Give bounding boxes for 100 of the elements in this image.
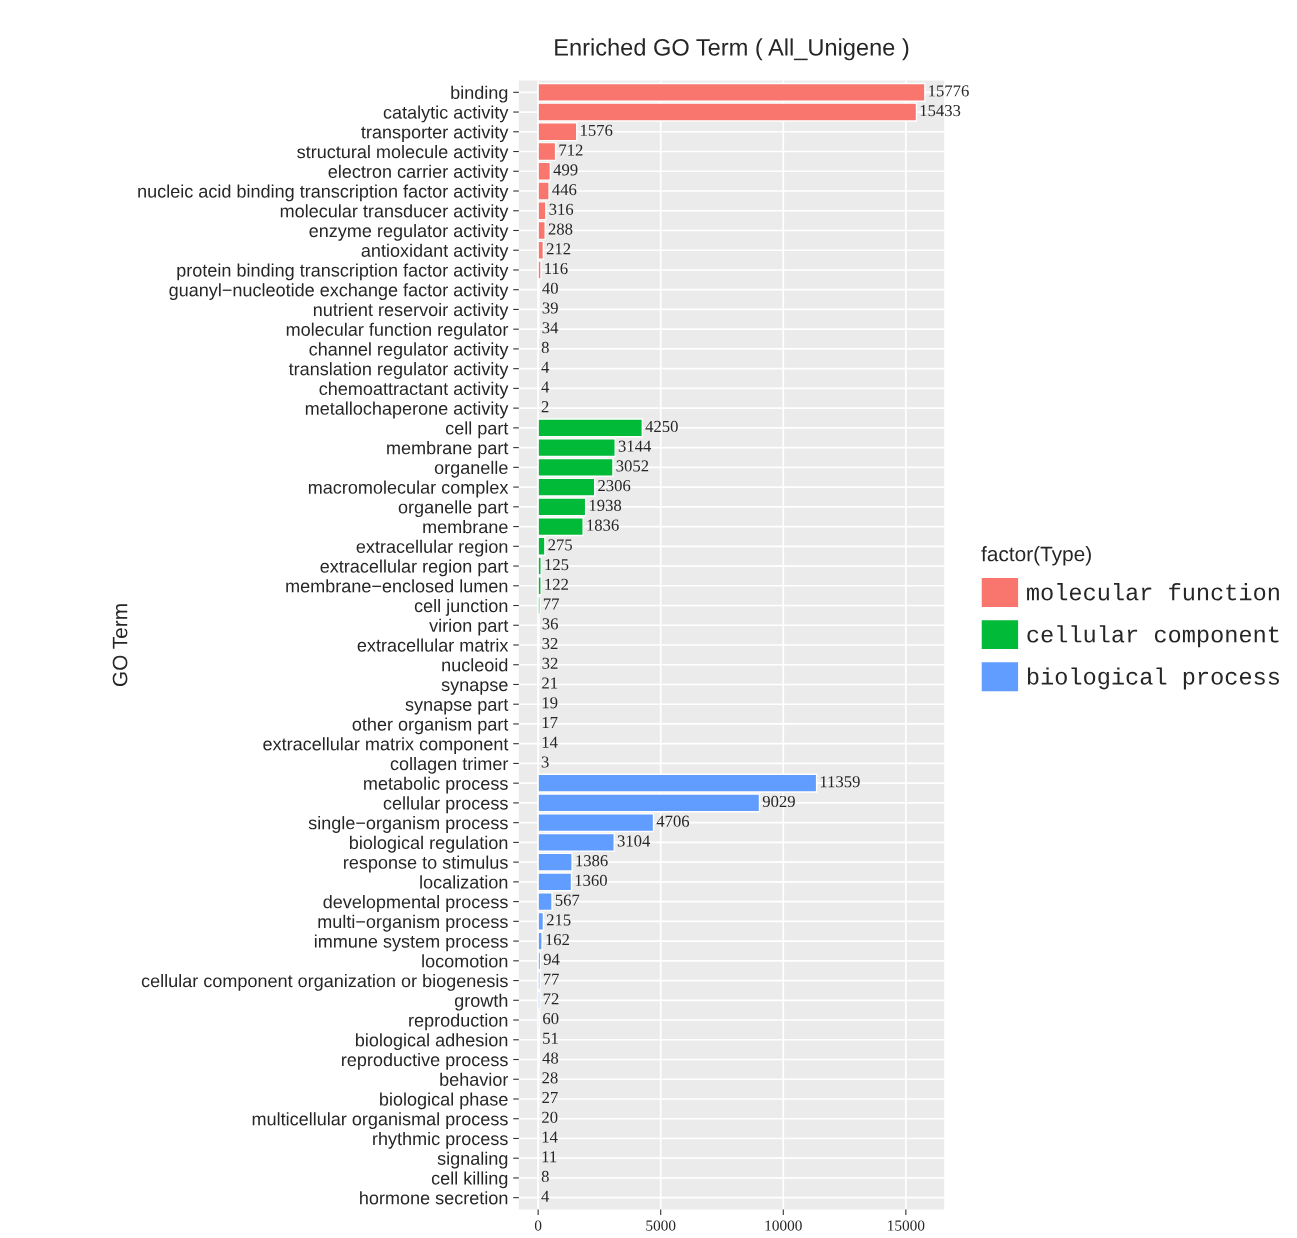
x-tick-label: 5000 [646,1220,676,1231]
y-tick-label: organelle part [398,500,509,518]
data-label: 567 [555,894,580,906]
data-label: 288 [548,223,573,235]
x-tick-label: 15000 [888,1220,925,1231]
y-tick-label: multi−organism process [318,914,508,932]
y-tick-label: cellular process [383,796,508,814]
y-tick-label: molecular transducer activity [280,204,509,222]
y-tick-label: molecular function regulator [286,322,509,340]
y-tick-label: translation regulator activity [288,362,509,379]
y-tick-label: organelle [434,460,508,478]
data-label: 4 [541,361,550,373]
y-tick-label: extracellular matrix component [263,737,509,754]
y-tick-label: cellular component organization or biogenesis [141,974,508,991]
y-tick-label: behavior [440,1072,509,1086]
data-label: 3104 [617,835,651,847]
y-tick-label: extracellular matrix [357,638,509,652]
y-tick-label: locomotion [422,954,508,968]
data-label: 17 [542,716,558,728]
data-label: 1938 [589,499,622,511]
y-tick-label: multicellular organismal process [252,1112,508,1130]
y-tick-label: antioxidant activity [361,243,509,261]
legend-label: molecular function [1027,583,1279,601]
data-label: 122 [545,578,568,590]
y-tick-label: guanyl−nucleotide exchange factor activity [169,283,509,300]
legend-label: cellular component [1027,625,1279,648]
y-tick-label: response to stimulus [344,855,508,873]
data-label: 3144 [618,440,652,452]
data-label: 40 [542,282,558,294]
data-label: 116 [545,262,568,275]
y-tick-label: biological phase [380,1092,508,1110]
y-tick-label: extracellular region [356,539,508,557]
y-tick-label: catalytic activity [383,105,509,123]
data-label: 32 [542,637,558,650]
data-label: 8 [541,341,549,354]
y-tick-label: nucleoid [442,658,508,672]
data-label: 125 [545,559,569,571]
chart-title: Enriched GO Term ( All_Unigene ) [555,38,909,61]
data-label: 15776 [929,85,969,97]
data-label: 2306 [598,480,631,492]
y-tick-label: collagen trimer [390,756,509,774]
data-label: 72 [543,993,559,1005]
y-tick-label: signaling [437,1151,508,1169]
y-tick-label: rhythmic process [373,1131,508,1149]
data-label: 1360 [575,874,607,887]
y-tick-label: membrane part [387,441,509,458]
y-tick-label: biological adhesion [355,1033,508,1051]
data-label: 316 [549,203,574,215]
data-label: 39 [542,302,558,314]
y-tick-label: membrane [423,520,508,534]
data-label: 94 [543,953,560,965]
data-label: 51 [543,1032,558,1044]
data-label: 27 [542,1091,558,1103]
data-label: 48 [542,1052,559,1064]
data-label: 4 [541,381,550,393]
y-tick-label: nucleic acid binding transcription factor activity [138,184,509,202]
data-label: 8 [541,1170,549,1183]
data-label: 4250 [645,420,678,433]
y-tick-label: synapse [441,681,508,695]
y-tick-label: reproduction [409,1013,508,1031]
data-label: 15433 [920,105,961,117]
y-tick-label: binding [451,85,508,103]
y-tick-label: membrane−enclosed lumen [286,579,508,593]
data-label: 4 [541,1190,550,1202]
data-label: 77 [543,973,559,985]
data-label: 77 [543,598,559,610]
data-label: 212 [546,243,571,255]
data-label: 34 [542,322,559,334]
data-label: 60 [543,1012,559,1025]
y-tick-label: reproductive process [342,1052,508,1070]
y-tick-label: enzyme regulator activity [309,223,509,241]
data-label: 28 [542,1072,558,1084]
data-label: 4706 [656,815,690,827]
y-tick-label: virion part [429,618,509,636]
y-tick-label: structural molecule activity [297,144,509,162]
y-tick-label: transporter activity [361,125,509,143]
y-tick-label: nutrient reservoir activity [313,302,509,320]
data-label: 19 [542,697,558,709]
legend-title: factor(Type) [981,546,1091,566]
y-tick-label: synapse part [405,699,509,715]
y-tick-label: protein binding transcription factor activity [177,263,509,281]
data-label: 712 [559,144,583,156]
data-label: 162 [546,934,569,946]
data-label: 9029 [762,795,795,808]
y-tick-label: channel regulator activity [309,342,509,360]
data-label: 3052 [616,460,649,472]
data-label: 446 [552,183,577,196]
data-label: 215 [546,914,571,926]
data-label: 36 [542,618,558,630]
data-label: 3 [541,756,549,768]
data-label: 14 [542,1131,558,1143]
y-tick-label: developmental process [323,895,508,912]
y-tick-label: chemoattractant activity [319,381,509,399]
y-tick-label: hormone secretion [360,1191,508,1205]
y-tick-label: immune system process [314,934,508,952]
y-tick-label: extracellular region part [320,559,509,577]
x-tick-label: 0 [534,1220,542,1231]
data-label: 20 [542,1111,558,1123]
data-label: 2 [541,401,549,413]
y-tick-label: single−organism process [308,816,508,833]
